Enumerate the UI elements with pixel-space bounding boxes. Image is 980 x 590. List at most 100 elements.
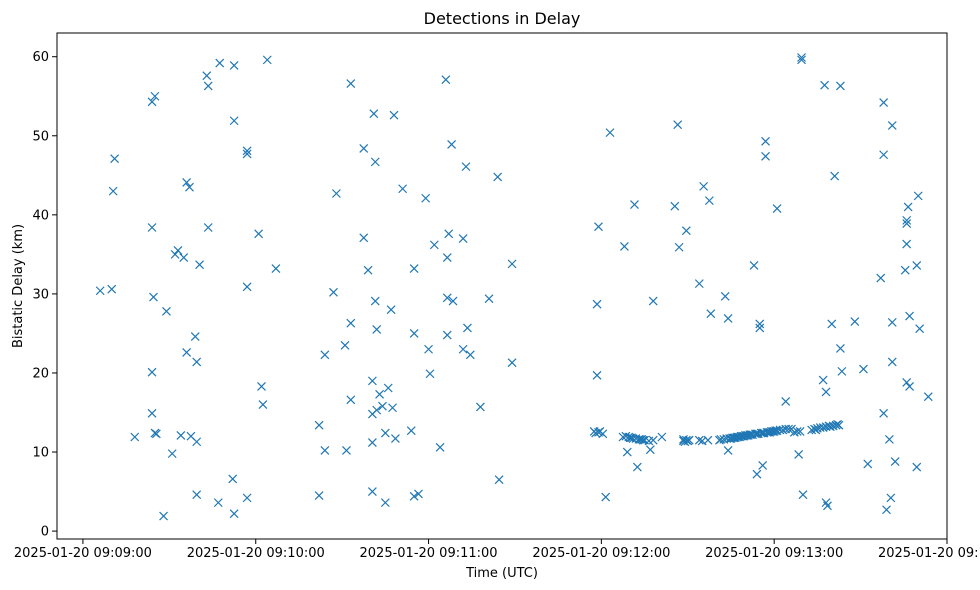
data-point — [902, 378, 912, 387]
x-axis-ticks: 2025-01-20 09:09:00 2025-01-20 09:10:00 20… — [14, 539, 980, 561]
data-point — [859, 364, 868, 374]
data-point — [507, 358, 517, 368]
data-point — [673, 120, 683, 130]
data-point — [176, 431, 186, 440]
data-point — [391, 434, 400, 444]
data-point — [463, 323, 472, 333]
data-point — [605, 128, 615, 138]
data-point — [830, 171, 840, 181]
data-point — [704, 196, 714, 206]
data-point — [190, 332, 200, 342]
data-point — [192, 490, 202, 500]
y-tick-label: 30 — [32, 287, 49, 302]
data-point — [821, 422, 831, 432]
data-point — [890, 457, 900, 466]
data-point — [429, 240, 439, 250]
data-point — [594, 222, 603, 232]
data-point — [755, 323, 765, 333]
y-tick-label: 60 — [32, 50, 49, 65]
data-point — [493, 172, 503, 182]
data-point — [258, 400, 268, 410]
data-point — [213, 498, 223, 508]
data-point — [818, 423, 828, 432]
data-point — [827, 319, 837, 329]
data-point — [409, 491, 419, 501]
y-axis-label: Bistatic Delay (km) — [11, 224, 26, 348]
data-point — [758, 461, 768, 470]
data-point — [903, 202, 913, 212]
data-point — [465, 350, 475, 360]
data-point — [229, 116, 239, 126]
data-point — [182, 178, 192, 187]
plot-area-frame — [56, 32, 948, 540]
data-point — [923, 392, 933, 402]
data-point — [821, 387, 831, 397]
data-point — [484, 294, 494, 304]
data-point — [107, 284, 117, 294]
x-axis-label: Time (UTC) — [465, 566, 538, 581]
data-point — [147, 367, 157, 377]
x-tick-label: 2025-01-20 09:13:00 — [705, 546, 843, 561]
data-point — [367, 487, 377, 496]
data-point — [442, 293, 452, 303]
data-point — [723, 313, 733, 323]
chart-title: Detections in Delay — [424, 9, 581, 28]
data-point — [406, 426, 416, 436]
data-point — [378, 401, 387, 411]
data-point — [202, 71, 212, 81]
data-point — [761, 136, 770, 146]
data-point — [203, 81, 213, 91]
data-point — [674, 242, 684, 252]
data-point — [912, 462, 922, 472]
data-point — [229, 60, 239, 70]
data-point — [752, 469, 762, 479]
data-point — [147, 97, 157, 107]
data-point — [458, 344, 468, 354]
data-point — [592, 370, 602, 380]
data-point — [507, 259, 517, 269]
data-point — [794, 449, 804, 459]
data-point — [421, 193, 431, 203]
data-point — [879, 408, 889, 418]
data-point — [398, 184, 408, 194]
data-point — [380, 428, 390, 438]
data-point — [173, 245, 183, 255]
data-point — [818, 375, 828, 385]
data-point — [182, 347, 192, 357]
data-point — [882, 505, 891, 515]
data-point — [876, 273, 886, 283]
data-point — [630, 200, 639, 209]
data-point — [442, 330, 452, 340]
data-point — [648, 435, 658, 445]
data-point — [329, 287, 338, 297]
data-point — [203, 223, 213, 232]
data-point — [823, 501, 832, 511]
data-point — [435, 442, 445, 452]
data-point — [905, 311, 914, 321]
data-point — [648, 296, 658, 306]
data-point — [887, 317, 897, 327]
x-tick-label: 2025-01-20 09:12:00 — [532, 546, 670, 561]
data-point — [723, 446, 733, 455]
data-point — [346, 395, 356, 405]
data-point — [879, 98, 889, 107]
data-point — [331, 189, 341, 198]
data-point — [915, 324, 925, 334]
data-point — [424, 344, 433, 354]
x-tick-label: 2025-01-20 09:09:00 — [14, 546, 152, 561]
data-point — [632, 462, 642, 472]
y-tick-label: 0 — [41, 525, 49, 540]
data-point — [167, 449, 177, 459]
data-point — [684, 435, 694, 445]
data-point — [784, 424, 794, 434]
data-point — [179, 253, 189, 262]
data-point — [242, 282, 252, 292]
data-point — [370, 296, 380, 306]
data-point — [902, 219, 912, 228]
data-point — [320, 446, 330, 455]
data-point — [388, 403, 397, 413]
data-point — [912, 261, 922, 270]
data-point — [147, 223, 157, 232]
data-point — [342, 446, 351, 455]
